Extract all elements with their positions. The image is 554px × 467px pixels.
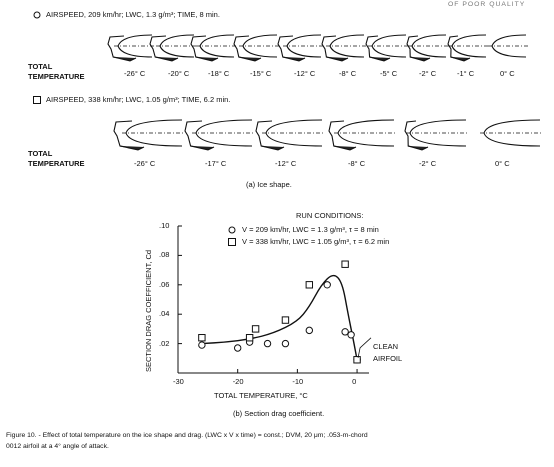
- series-2-point: [281, 316, 290, 324]
- series-2-point: [305, 281, 314, 289]
- row1-circle-icon: [33, 11, 41, 21]
- y-tick-label: .06: [159, 279, 170, 289]
- row1-ice-profile-9: [447, 34, 488, 62]
- row1-temp-label: -18° C: [208, 69, 230, 78]
- chart-caption: (b) Section drag coefficient.: [233, 409, 325, 418]
- row2-total-label: TOTAL: [28, 149, 53, 158]
- row2-temp-label: -26° C: [134, 159, 156, 168]
- row2-ice-profile-4: [328, 119, 396, 151]
- clean-airfoil-leader: [357, 337, 372, 358]
- row1-ice-profile-5: [277, 34, 323, 62]
- row2-temp-label: -2° C: [419, 159, 437, 168]
- figure-caption-line2: 0012 airfoil at a 4° angle of attack.: [6, 443, 109, 450]
- row1-temp-label: -5° C: [380, 69, 398, 78]
- legend-series-1-icon: [228, 226, 236, 236]
- y-tick-label: .08: [159, 250, 170, 260]
- row1-ice-profile-1: [107, 34, 154, 62]
- row1-conditions-label: AIRSPEED, 209 km/hr; LWC, 1.3 g/m³; TIME…: [46, 10, 220, 19]
- series-1-point: [198, 341, 206, 349]
- y-tick-label: .02: [159, 338, 170, 348]
- series-1-point: [305, 326, 314, 335]
- row2-ice-profile-5: [404, 119, 468, 151]
- row1-temp-label: -12° C: [294, 69, 316, 78]
- row2-temp-label: -17° C: [205, 159, 227, 168]
- series-2-point: [198, 334, 206, 342]
- clean-airfoil-label-line2: AIRFOIL: [373, 354, 403, 363]
- row1-ice-profile-2: [149, 34, 196, 62]
- run-conditions-title: RUN CONDITIONS:: [296, 211, 364, 220]
- row1-temperature-label: TEMPERATURE: [28, 72, 85, 81]
- series-1-point: [341, 328, 349, 336]
- row1-temp-label: -8° C: [339, 69, 357, 78]
- y-tick-label: .04: [159, 309, 170, 319]
- series-2-point: [341, 260, 349, 268]
- row1-ice-profile-6: [321, 34, 366, 62]
- clean-airfoil-label-line1: CLEAN: [373, 342, 399, 351]
- series-2-point: [245, 334, 254, 342]
- row1-temp-label: -26° C: [124, 69, 146, 78]
- row2-temp-label: -8° C: [348, 159, 366, 168]
- series-1-point: [263, 339, 272, 348]
- legend-series-2-label: V = 338 km/hr, LWC = 1.05 g/m³, τ = 6.2 …: [242, 237, 390, 246]
- row2-conditions-label: AIRSPEED, 338 km/hr; LWC, 1.05 g/m³; TIM…: [46, 95, 231, 104]
- legend-series-2-icon: [228, 238, 236, 248]
- row1-temp-label: -2° C: [419, 69, 437, 78]
- row1-ice-profile-3: [190, 34, 236, 62]
- row1-ice-profile-8: [406, 34, 448, 62]
- series-1-point: [233, 344, 242, 352]
- fitted-curve: [201, 274, 358, 360]
- row1-temp-label: -1° C: [457, 69, 475, 78]
- row1-ice-profile-7: [365, 34, 408, 62]
- row2-square-icon: [33, 96, 41, 106]
- row2-ice-profile-2: [184, 119, 254, 151]
- series-2-point: [353, 356, 361, 364]
- row1-temp-label: -20° C: [168, 69, 190, 78]
- row2-temp-label: 0° C: [495, 159, 510, 168]
- row2-ice-profile-1: [113, 119, 184, 151]
- x-tick-label: -10: [292, 377, 304, 386]
- x-axis-label: TOTAL TEMPERATURE, °C: [214, 391, 308, 400]
- legend-series-1-label: V = 209 km/hr, LWC = 1.3 g/m³, τ = 8 min: [242, 225, 379, 234]
- row1-temp-label: 0° C: [500, 69, 515, 78]
- header-stamp: OF POOR QUALITY: [448, 1, 526, 8]
- x-tick-label: -20: [232, 377, 244, 386]
- series-1-point: [347, 331, 355, 339]
- row2-ice-profile-6: [480, 119, 542, 147]
- series-2-point: [251, 325, 260, 333]
- row2-temp-label: -12° C: [275, 159, 297, 168]
- row1-ice-profile-10: [488, 34, 528, 58]
- series-1-point: [281, 339, 290, 348]
- row2-temperature-label: TEMPERATURE: [28, 159, 85, 168]
- ice-shape-caption: (a) Ice shape.: [246, 180, 292, 189]
- figure-caption-line1: Figure 10. - Effect of total temperature…: [6, 432, 368, 439]
- row1-ice-profile-4: [233, 34, 279, 62]
- series-1-point: [323, 281, 331, 289]
- row1-total-label: TOTAL: [28, 62, 53, 71]
- y-axis-label: SECTION DRAG COEFFICIENT, Cd: [144, 249, 153, 372]
- y-tick-label: .10: [159, 221, 170, 230]
- x-tick-label: -30: [173, 377, 184, 386]
- row2-ice-profile-3: [255, 119, 324, 151]
- x-tick-label: 0: [352, 377, 357, 386]
- row1-temp-label: -15° C: [250, 69, 272, 78]
